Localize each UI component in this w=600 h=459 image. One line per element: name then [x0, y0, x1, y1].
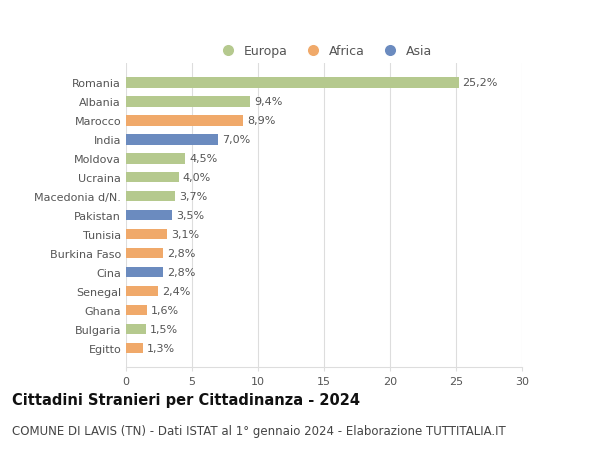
Bar [126, 267, 163, 278]
Text: 1,5%: 1,5% [150, 325, 178, 334]
Bar [126, 191, 175, 202]
Bar [126, 230, 167, 240]
Bar [126, 248, 163, 259]
Bar [126, 305, 147, 316]
Text: COMUNE DI LAVIS (TN) - Dati ISTAT al 1° gennaio 2024 - Elaborazione TUTTITALIA.I: COMUNE DI LAVIS (TN) - Dati ISTAT al 1° … [12, 425, 506, 437]
Text: Cittadini Stranieri per Cittadinanza - 2024: Cittadini Stranieri per Cittadinanza - 2… [12, 392, 360, 408]
Legend: Europa, Africa, Asia: Europa, Africa, Asia [211, 40, 437, 63]
Bar [126, 97, 250, 107]
Bar [126, 173, 179, 183]
Text: 3,5%: 3,5% [176, 211, 204, 221]
Text: 3,7%: 3,7% [179, 192, 207, 202]
Text: 9,4%: 9,4% [254, 97, 283, 107]
Text: 4,0%: 4,0% [183, 173, 211, 183]
Bar [126, 343, 143, 353]
Text: 1,3%: 1,3% [147, 343, 175, 353]
Text: 25,2%: 25,2% [463, 78, 498, 88]
Bar [126, 286, 158, 297]
Bar [126, 211, 172, 221]
Bar [126, 154, 185, 164]
Text: 4,5%: 4,5% [190, 154, 218, 164]
Bar [126, 116, 244, 126]
Text: 2,4%: 2,4% [161, 286, 190, 297]
Text: 2,8%: 2,8% [167, 249, 195, 258]
Bar [126, 324, 146, 335]
Text: 2,8%: 2,8% [167, 268, 195, 278]
Bar [126, 135, 218, 145]
Text: 1,6%: 1,6% [151, 305, 179, 315]
Text: 8,9%: 8,9% [247, 116, 276, 126]
Text: 3,1%: 3,1% [171, 230, 199, 240]
Bar [126, 78, 458, 89]
Text: 7,0%: 7,0% [223, 135, 251, 145]
